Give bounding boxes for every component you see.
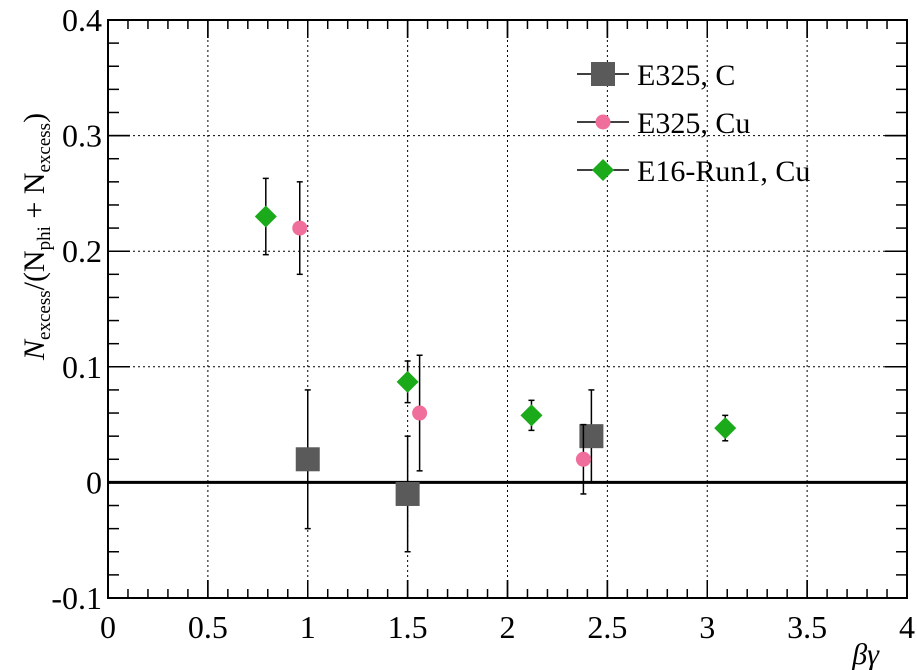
- legend-label: E325, Cu: [637, 107, 750, 140]
- tick-labels: 0 0.5 1 1.5 2 2.5 3 3.5 4-0.100.10.20.30.4: [51, 2, 915, 645]
- x-tick-label: 0.5: [188, 609, 228, 645]
- x-tick-label: 2: [500, 609, 516, 645]
- series-circle: [292, 182, 591, 494]
- data-point-diamond: [397, 371, 419, 393]
- legend-label: E325, C: [637, 59, 735, 92]
- legend-marker-square: [591, 62, 615, 86]
- data-layer: [255, 178, 736, 551]
- y-label-sub-3: excess: [34, 123, 55, 173]
- legend-marker-circle: [596, 115, 611, 130]
- x-tick-label: 0: [100, 609, 116, 645]
- y-tick-label: 0.1: [62, 349, 102, 385]
- grid-lines: [108, 20, 907, 598]
- y-tick-label: 0.4: [62, 2, 102, 38]
- y-axis-label: Nexcess/(Nphi + Nexcess): [18, 113, 55, 361]
- data-point-diamond: [520, 404, 542, 426]
- data-point-square: [396, 482, 420, 506]
- x-tick-label: 1: [300, 609, 316, 645]
- x-tick-label: 3: [699, 609, 715, 645]
- y-tick-label: 0.3: [62, 118, 102, 154]
- x-tick-label: 4: [899, 609, 915, 645]
- series-square: [296, 390, 604, 552]
- y-label-sub-2: phi: [34, 226, 55, 250]
- y-label-main-3: + N: [18, 173, 51, 227]
- y-label-main-1: N: [18, 338, 51, 361]
- data-point-circle: [412, 406, 427, 421]
- x-tick-label: 1.5: [388, 609, 428, 645]
- y-label-sub-1: excess: [34, 290, 55, 340]
- legend: E325, C E325, Cu E16-Run1, Cu: [577, 59, 810, 188]
- y-label-main-4: ): [18, 113, 51, 123]
- data-point-square: [296, 447, 320, 471]
- legend-marker-diamond: [592, 159, 614, 181]
- y-tick-label: 0.2: [62, 233, 102, 269]
- data-point-diamond: [714, 417, 736, 439]
- data-point-diamond: [255, 206, 277, 228]
- data-point-circle: [576, 452, 591, 467]
- legend-label: E16-Run1, Cu: [637, 155, 810, 188]
- y-tick-label: 0: [86, 464, 102, 500]
- x-tick-label: 2.5: [587, 609, 627, 645]
- y-tick-label: -0.1: [51, 580, 102, 616]
- series-diamond: [255, 178, 736, 440]
- y-label-main-2: /(N: [18, 250, 51, 290]
- data-point-circle: [292, 221, 307, 236]
- x-tick-label: 3.5: [787, 609, 827, 645]
- x-axis-label: βγ: [851, 638, 880, 670]
